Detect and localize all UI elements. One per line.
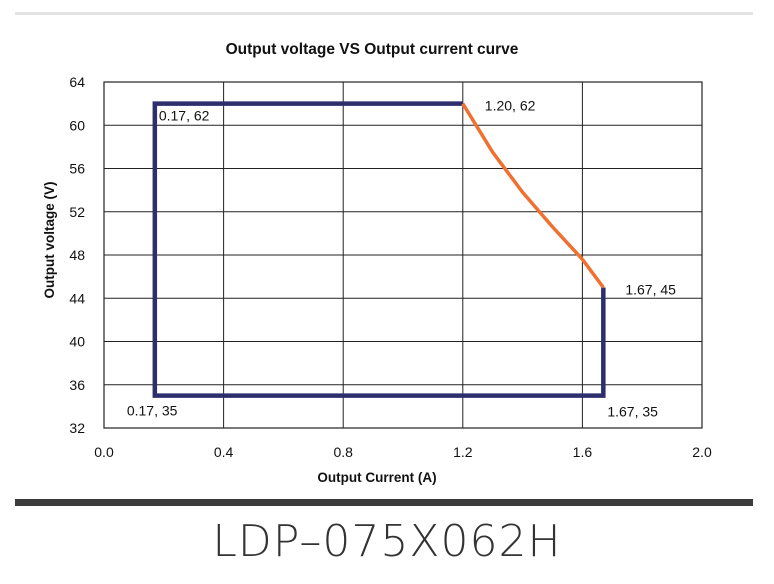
series-line-constant-power-boundary (152, 101, 606, 398)
y-tick-label: 36 (69, 377, 85, 393)
series (152, 101, 606, 398)
top-divider (15, 12, 753, 15)
x-tick-label: 0.0 (94, 444, 114, 460)
data-point-label: 1.20, 62 (485, 98, 536, 114)
y-tick-label: 40 (69, 334, 85, 350)
model-number: LDP–075X062H (212, 516, 562, 567)
y-tick-label: 60 (69, 117, 85, 133)
x-tick-label: 1.6 (573, 444, 593, 460)
data-point-label: 0.17, 62 (159, 108, 210, 124)
tick-labels: 0.0 0.4 0.8 1.2 1.6 2.0 32 36 40 44 48 52 56 60 64 (69, 74, 712, 460)
y-tick-label: 44 (69, 290, 85, 306)
x-tick-label: 1.2 (453, 444, 473, 460)
y-axis-label: Output voltage (V) (42, 182, 57, 299)
x-axis-label: Output Current (A) (317, 470, 436, 485)
grid (103, 81, 703, 429)
x-tick-label: 2.0 (692, 444, 712, 460)
bottom-divider (15, 499, 753, 506)
y-tick-label: 56 (69, 161, 85, 177)
y-tick-label: 64 (69, 74, 85, 90)
data-point-label: 0.17, 35 (127, 403, 178, 419)
y-tick-label: 52 (69, 204, 85, 220)
chart-title: Output voltage VS Output current curve (226, 41, 519, 58)
y-tick-label: 32 (69, 420, 85, 436)
x-tick-label: 0.4 (214, 444, 234, 460)
y-tick-label: 48 (69, 247, 85, 263)
annotations: 0.17, 62 1.20, 62 1.67, 45 0.17, 35 1.67, 35 (127, 98, 676, 420)
data-point-label: 1.67, 35 (607, 404, 658, 420)
series-line-voltage-droop (461, 102, 605, 289)
x-tick-label: 0.8 (333, 444, 353, 460)
data-point-label: 1.67, 45 (625, 281, 676, 297)
plot-border (103, 81, 703, 429)
